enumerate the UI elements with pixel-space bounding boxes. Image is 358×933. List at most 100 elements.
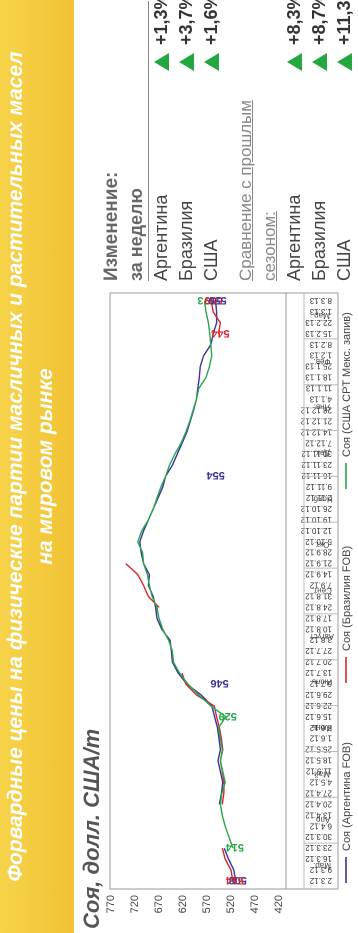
season-heading-1[interactable]: Сравнение с прошлым [236,100,255,281]
x-tick-label: 20.4.12 [305,799,332,808]
week-row: Аргентина +1,3% [149,0,174,281]
x-tick-label: 1.2.13 [309,351,332,360]
data-label: 554 [206,469,225,481]
x-tick-label: 14.9.12 [305,570,332,579]
x-tick-label: 13.7.12 [305,668,332,677]
month-label: Сент. [312,586,332,595]
x-tick-label: 16.11.12 [301,471,332,480]
week-row: Бразилия +3,7% [174,0,199,281]
x-tick-label: 4.1.13 [309,394,332,403]
x-tick-label: 8.2.13 [309,340,332,349]
data-label: 550 [208,294,226,306]
y-tick-label: 770 [105,895,117,913]
data-label: 508 [229,874,247,886]
month-label: Мар. [313,861,331,870]
month-label: Янв. [314,403,331,412]
x-tick-label: 27.4.12 [305,788,332,797]
season-row: США +11,3% [332,0,357,281]
season-row: Бразилия +8,7% [307,0,332,281]
season-value: +8,7% [309,0,329,45]
y-tick-label: 720 [129,895,141,913]
x-tick-label: 1.3.13 [309,307,332,316]
x-tick-label: 17.8.12 [305,613,332,622]
x-tick-label: 27.7.12 [305,646,332,655]
x-tick-label: 13.4.12 [305,810,332,819]
x-tick-label: 22.2.13 [305,318,332,327]
legend-label: Соя (Бразилия FOB) [341,546,353,651]
y-tick-label: 670 [153,895,165,913]
month-label: Май [314,769,330,778]
x-tick-label: 25.1.13 [305,362,332,371]
data-label: 514 [225,874,244,886]
x-tick-label: 25.5.12 [305,745,332,754]
data-label: 544 [210,327,229,339]
x-tick-label: 21.9.12 [305,559,332,568]
data-label: 573 [197,294,215,306]
x-tick-label: 28.12.12 [300,405,332,414]
x-tick-label: 18.1.13 [305,373,332,382]
season-heading-2[interactable]: сезоном: [260,211,279,281]
x-tick-label: 4.5.12 [309,778,332,787]
month-label: Апр. [314,815,330,824]
x-tick-label: 5.10.12 [305,537,332,546]
month-label: Нояб. [311,494,332,503]
month-label: Август [310,632,334,641]
up-arrow-icon [179,53,194,71]
week-country: Аргентина [151,194,171,281]
legend-label: Соя (США CPT Мекс. запив) [341,312,353,457]
up-arrow-icon [154,53,169,71]
week-heading: Изменение: [101,171,122,281]
week-country: Бразилия [176,200,196,281]
season-country: Бразилия [309,200,329,281]
x-tick-label: 8.6.12 [309,723,332,732]
up-arrow-icon [312,53,327,71]
x-tick-label: 1.6.12 [309,734,332,743]
x-tick-label: 9.11.12 [305,482,332,491]
x-tick-label: 3.8.12 [309,635,332,644]
x-tick-label: 26.10.12 [300,504,332,513]
y-tick-label: 470 [249,895,261,913]
up-arrow-icon [287,53,302,71]
season-country: Аргентина [284,194,304,281]
price-chart: 420 470 520 570 620 670 720 770 2.3.12 9.3.12 16.3… [105,292,353,913]
x-tick-label: 9.3.12 [309,865,332,874]
x-tick-label: 28.9.12 [305,548,332,557]
x-tick-label: 10.8.12 [305,624,332,633]
x-tick-label: 30.3.12 [305,832,332,841]
x-tick-label: 31.8.12 [305,591,332,600]
x-tick-label: 6.4.12 [309,821,332,830]
x-tick-label: 6.7.12 [309,679,332,688]
season-row: Аргентина +8,3% [282,0,307,281]
x-tick-label: 11.1.13 [305,384,332,393]
y-tick-label: 420 [273,895,285,913]
season-value: +11,3% [334,0,354,45]
x-tick-label: 2.11.12 [305,493,332,502]
week-country: США [201,239,221,281]
x-tick-label: 21.12.12 [300,416,332,425]
x-tick-label: 11.5.12 [305,767,332,776]
x-tick-label: 7.9.12 [309,581,332,590]
data-label: 559 [204,294,222,306]
x-tick-label: 23.11.12 [301,460,332,469]
x-tick-label: 30.11.12 [301,449,332,458]
week-value: +1,3% [151,0,171,45]
x-tick-label: 14.12.12 [300,427,332,436]
y-tick-label: 570 [201,895,213,913]
season-value: +8,3% [284,0,304,45]
x-tick-label: 20.7.12 [305,657,332,666]
x-tick-label: 15.6.12 [305,712,332,721]
x-tick-label: 15.2.13 [305,329,332,338]
up-arrow-icon [204,53,219,71]
x-tick-label: 12.10.12 [300,526,332,535]
data-label: 514 [225,841,244,853]
series-line-1 [125,300,234,882]
month-label: Дек. [314,448,330,457]
data-label: 529 [219,710,237,722]
week-rows: Аргентина +1,3% Бразилия +3,7% США +1,6% [149,0,224,281]
week-value: +1,6% [201,0,221,45]
x-tick-label: 23.3.12 [305,843,332,852]
week-subheading: за неделю [126,188,146,281]
x-tick-label: 2.3.12 [309,876,332,885]
change-panel: Изменение: за неделю Аргентина +1,3% Брази… [100,0,357,281]
